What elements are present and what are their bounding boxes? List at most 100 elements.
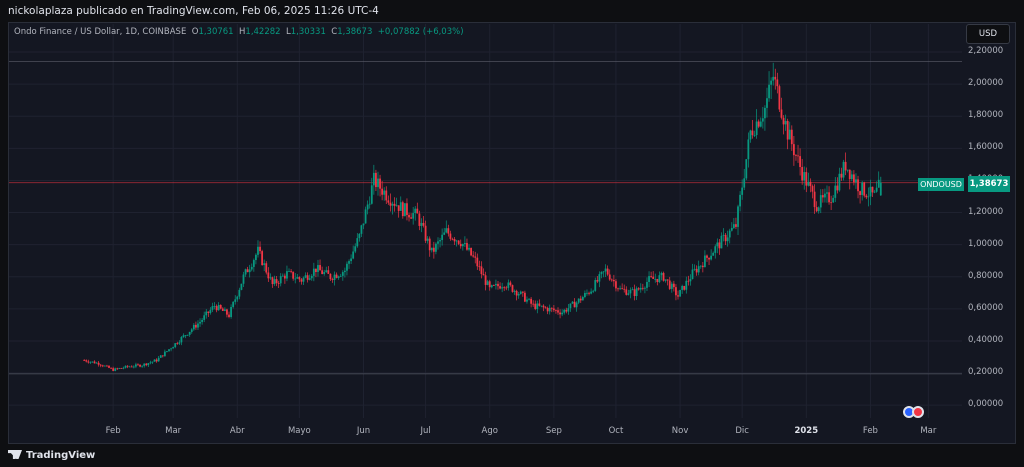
candle-body bbox=[801, 167, 804, 181]
candle-body bbox=[329, 273, 332, 280]
candle-body bbox=[408, 214, 410, 218]
candle-body bbox=[699, 265, 702, 267]
candle-body bbox=[286, 271, 288, 279]
candle-body bbox=[492, 285, 495, 286]
earnings-icon[interactable] bbox=[912, 406, 924, 418]
candle-body bbox=[759, 121, 762, 127]
candle-body bbox=[435, 243, 437, 252]
candle-body bbox=[840, 173, 843, 178]
candle-body bbox=[652, 276, 655, 279]
candle-body bbox=[654, 278, 657, 280]
candle-body bbox=[126, 365, 129, 367]
symbol-name: Ondo Finance / US Dollar, 1D, COINBASE bbox=[14, 27, 187, 37]
candle-body bbox=[132, 366, 135, 368]
candle-body bbox=[317, 265, 319, 272]
candle-body bbox=[325, 270, 328, 273]
candle-body bbox=[323, 272, 326, 274]
candle-body bbox=[834, 185, 837, 198]
candle-body bbox=[242, 274, 245, 284]
candle-body bbox=[418, 213, 421, 226]
candle-body bbox=[656, 278, 659, 283]
candle-body bbox=[143, 363, 146, 366]
candle-body bbox=[85, 360, 88, 362]
candle-body bbox=[87, 361, 90, 363]
candle-body bbox=[644, 287, 646, 289]
candle-body bbox=[122, 367, 125, 369]
candle-body bbox=[596, 280, 599, 282]
price-tick-label: 2,00000 bbox=[968, 78, 1004, 89]
close-label: C bbox=[331, 27, 338, 37]
candle-body bbox=[811, 186, 814, 192]
candle-body bbox=[592, 290, 595, 292]
top-bar: nickolaplaza publicado en TradingView.co… bbox=[0, 0, 1024, 22]
candle-body bbox=[459, 243, 462, 247]
candle-body bbox=[695, 268, 698, 273]
candle-body bbox=[650, 276, 653, 277]
candle-body bbox=[213, 306, 216, 307]
candle-body bbox=[250, 266, 253, 270]
candle-body bbox=[108, 365, 110, 368]
candle-body bbox=[552, 308, 555, 311]
candle-body bbox=[207, 311, 210, 313]
candle-body bbox=[99, 364, 102, 366]
candle-body bbox=[166, 351, 168, 352]
candle-body bbox=[739, 194, 741, 207]
candle-body bbox=[871, 186, 874, 193]
change-value: +0,07882 (+6,03%) bbox=[377, 27, 464, 37]
currency-button[interactable]: USD bbox=[966, 24, 1010, 44]
candle-body bbox=[631, 289, 634, 291]
candle-body bbox=[335, 274, 338, 278]
candle-body bbox=[197, 323, 199, 328]
candle-body bbox=[567, 308, 570, 312]
candle-body bbox=[766, 98, 768, 108]
candle-body bbox=[362, 223, 365, 226]
candle-body bbox=[749, 130, 752, 140]
candle-body bbox=[395, 205, 398, 207]
candle-body bbox=[774, 76, 777, 80]
candle-body bbox=[217, 304, 220, 311]
candle-body bbox=[273, 279, 276, 285]
candle-body bbox=[675, 287, 677, 296]
candle-body bbox=[838, 173, 841, 191]
candle-body bbox=[364, 209, 367, 224]
candle-body bbox=[672, 283, 675, 288]
candle-body bbox=[824, 193, 826, 198]
candle-body bbox=[89, 361, 92, 363]
candle-body bbox=[358, 233, 361, 239]
last-price-tag: 1,38673 bbox=[968, 176, 1010, 192]
candle-body bbox=[455, 240, 458, 242]
candle-body bbox=[447, 228, 450, 234]
candle-body bbox=[441, 234, 444, 241]
price-tick-label: 0,20000 bbox=[968, 367, 1004, 378]
candle-body bbox=[269, 277, 272, 279]
candle-body bbox=[538, 303, 541, 306]
candle-body bbox=[542, 305, 545, 308]
candle-body bbox=[130, 366, 133, 368]
candle-body bbox=[559, 312, 561, 315]
candle-body bbox=[540, 305, 543, 307]
candle-body bbox=[571, 301, 574, 304]
candle-body bbox=[511, 285, 514, 292]
event-markers[interactable] bbox=[903, 403, 924, 422]
candle-body bbox=[172, 347, 175, 349]
candle-body bbox=[261, 251, 264, 266]
candle-body bbox=[521, 291, 524, 293]
open-label: O bbox=[191, 27, 199, 37]
candle-body bbox=[704, 255, 706, 268]
candle-body bbox=[751, 130, 754, 136]
candle-body bbox=[501, 287, 504, 289]
candle-body bbox=[155, 359, 158, 362]
candle-body bbox=[809, 181, 812, 187]
candle-body bbox=[575, 302, 578, 308]
candle-body bbox=[830, 202, 833, 204]
candle-body bbox=[230, 306, 232, 317]
candle-body bbox=[627, 293, 630, 295]
candle-body bbox=[383, 190, 386, 195]
candle-body bbox=[118, 368, 121, 369]
candle-body bbox=[223, 309, 226, 311]
candle-body bbox=[662, 272, 665, 281]
time-tick-label: Jun bbox=[356, 426, 371, 436]
candle-body bbox=[875, 187, 878, 192]
tradingview-logo[interactable]: TradingView bbox=[8, 450, 95, 461]
